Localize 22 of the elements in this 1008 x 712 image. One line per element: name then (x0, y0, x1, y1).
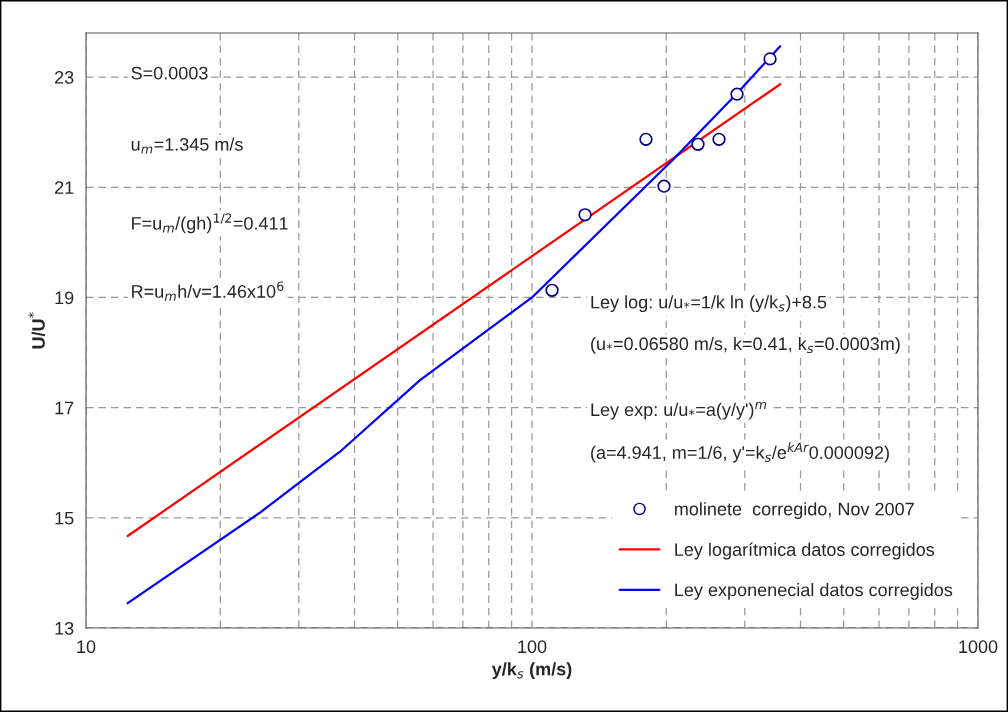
annotation: R=u$_{m}$h/v=1.46x10$^{6}$ (132, 281, 284, 301)
annotation: (u$_{*}$=0.06580 m/s, k=0.41, k$_{s}$=0.0003m) (591, 336, 900, 354)
x-tick-label: 100 (518, 640, 547, 654)
annotation: S=0.0003 (131, 66, 208, 80)
x-tick-label: 10 (77, 640, 96, 654)
legend-label: Ley exponenecial datos corregidos (675, 583, 953, 600)
legend-label: Ley logarítmica datos corregidos (675, 542, 935, 560)
y-tick-label: 23 (55, 71, 74, 84)
y-tick-label: 19 (55, 291, 74, 305)
legend-label: molinete corregido, Nov 2007 (675, 502, 914, 520)
annotation: Ley exp: u/u$_{*}$=a(y/y')$^{m}$ (591, 401, 767, 420)
y-tick-label: 17 (55, 401, 74, 415)
annotation: F=u$_{m}$/(gh)$^{1/2}$=0.411 (132, 213, 288, 234)
y-tick-label: 21 (55, 181, 74, 194)
y-tick-label: 15 (55, 511, 74, 525)
y-axis-title: U/U$^{*}$ (28, 312, 46, 349)
x-axis-title: y/k$_{s}$ (m/s) (491, 662, 572, 680)
y-tick-label: 13 (55, 621, 74, 635)
x-tick-label: 1000 (959, 640, 998, 654)
annotation: u$_{m}$=1.345 m/s (131, 137, 243, 154)
annotation: (a=4.941, m=1/6, y'=k$_{s}$/e$^{kAr}$0.000092) (591, 442, 889, 463)
annotation: Ley log: u/u$_{*}$=1/k ln (y/k$_{s}$)+8.5 (591, 295, 827, 313)
